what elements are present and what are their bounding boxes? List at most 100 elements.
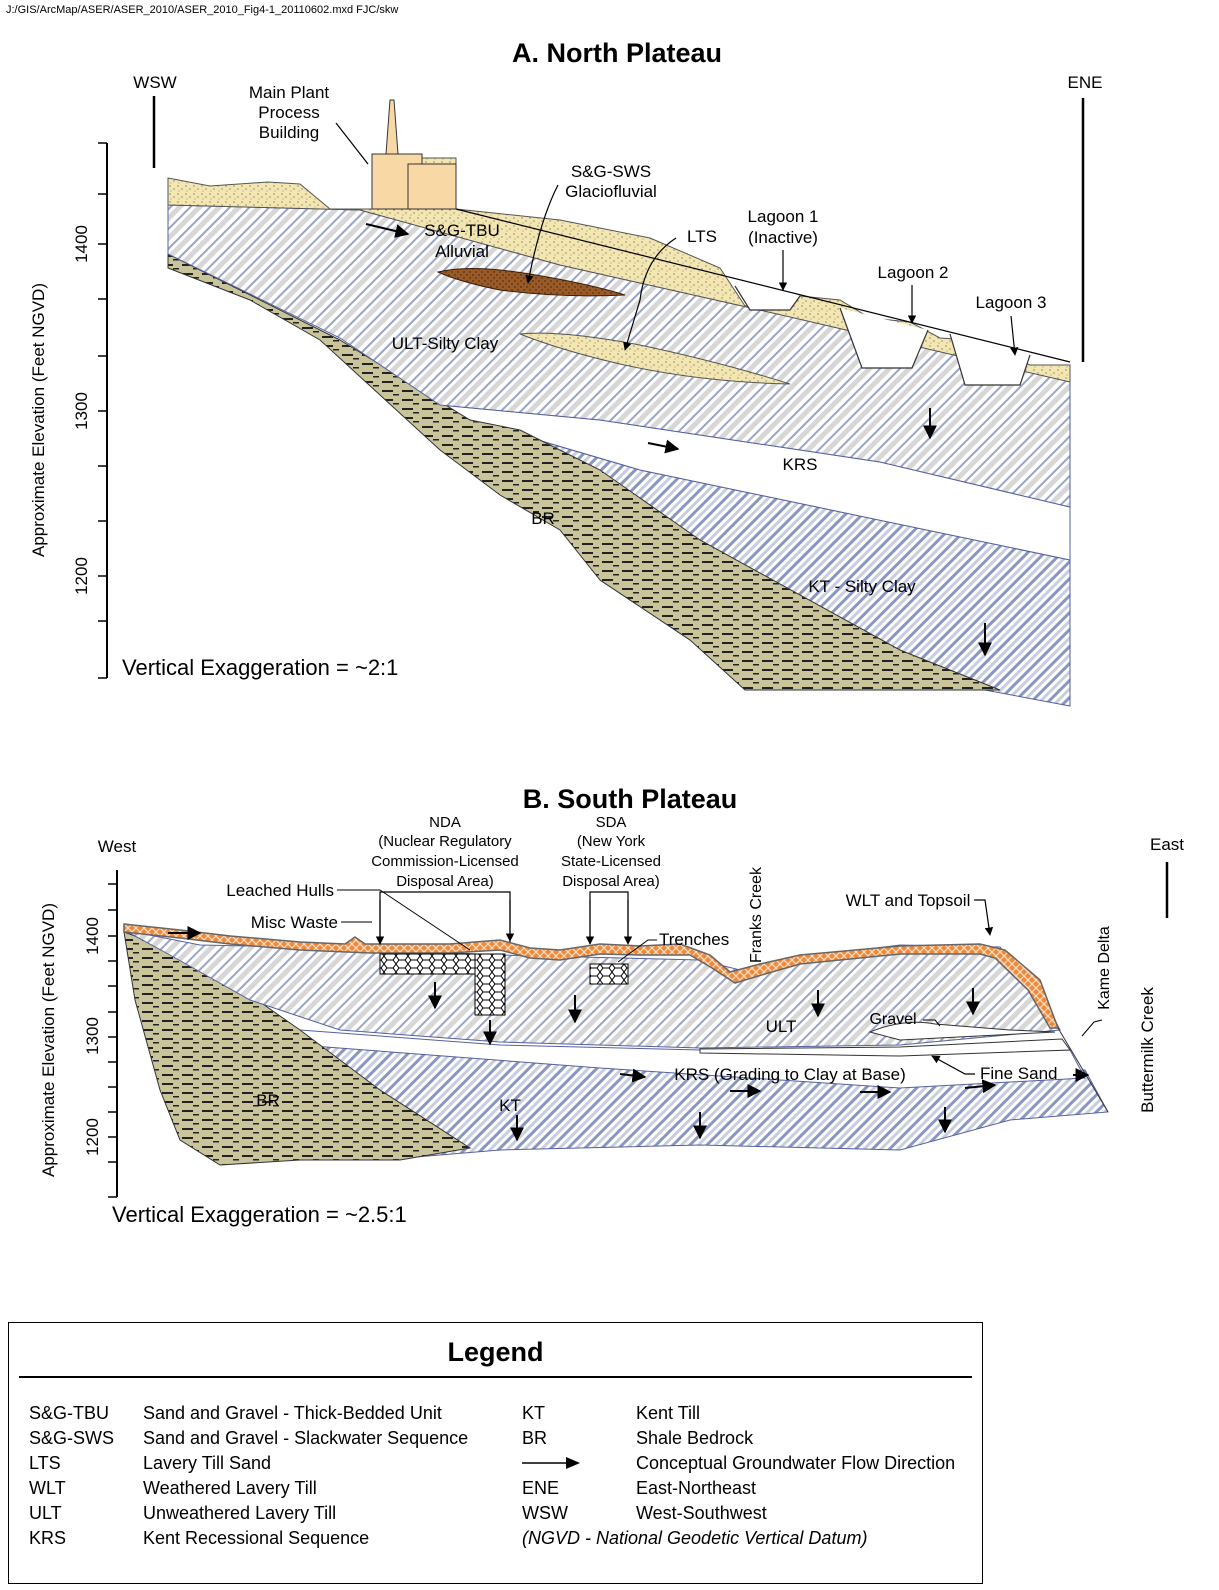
panel-b-y-axis-label: Approximate Elevation (Feet NGVD) [39, 903, 58, 1177]
lts-lens [519, 332, 791, 385]
wsw-label: WSW [133, 73, 176, 92]
nda-label-3: Commission-Licensed [371, 853, 519, 870]
west-label: West [98, 837, 137, 856]
ult-label-b: ULT [766, 1017, 797, 1036]
lagoon-1-basin [734, 285, 801, 311]
flow-arrow [619, 1068, 647, 1083]
legend-abbr: S&G-SWS [29, 1428, 115, 1448]
nda-label-2: (Nuclear Regulatory [378, 833, 512, 850]
legend-abbr: KT [522, 1403, 546, 1423]
legend-abbr: WSW [522, 1503, 568, 1523]
flow-arrow [647, 439, 680, 454]
panel-a-y-axis-label: Approximate Elevation (Feet NGVD) [29, 283, 48, 557]
wlt-topsoil-leader [974, 899, 994, 936]
buttermilk-creek-label: Buttermilk Creek [1138, 987, 1157, 1113]
legend-desc: Lavery Till Sand [143, 1453, 272, 1473]
sda-bracket [589, 891, 629, 942]
legend-desc: Shale Bedrock [636, 1428, 754, 1448]
panel-b-tick-1200: 1200 [83, 1118, 102, 1156]
flow-arrow [365, 223, 410, 238]
nda-label-1: NDA [429, 814, 461, 831]
panel-a-y-axis [98, 142, 108, 679]
franks-creek-label: Franks Creek [748, 866, 765, 963]
lts-label: LTS [687, 227, 717, 246]
legend-desc: Conceptual Groundwater Flow Direction [636, 1453, 956, 1473]
panel-b-y-axis [108, 870, 118, 1198]
ground-surface-a [455, 208, 1071, 363]
legend-title: Legend [447, 1337, 544, 1367]
legend-desc: East-Northeast [636, 1478, 757, 1498]
sda-label-1: SDA [596, 814, 627, 831]
flow-arrow [964, 1079, 997, 1094]
legend-abbr: BR [522, 1428, 548, 1448]
east-label: East [1150, 835, 1184, 854]
legend-divider [19, 1376, 972, 1378]
kame-delta-slope [1057, 1027, 1109, 1113]
lagoon-3-label: Lagoon 3 [976, 293, 1047, 312]
krs-label-b: KRS (Grading to Clay at Base) [674, 1065, 905, 1084]
gravel-label: Gravel [869, 1011, 916, 1028]
krs-label-a: KRS [783, 455, 818, 474]
main-plant-label-1: Main Plant [249, 83, 330, 102]
gravel-lens [868, 1021, 1056, 1041]
ult-label-a: ULT-Silty Clay [392, 334, 499, 353]
br-label-a: BR [531, 509, 555, 528]
main-plant-label-2: Process [258, 103, 319, 122]
lagoon-2-label: Lagoon 2 [878, 263, 949, 282]
file-path-header: J:/GIS/ArcMap/ASER/ASER_2010/ASER_2010_F… [6, 4, 399, 16]
sg-tbu-label-2: Alluvial [435, 242, 489, 261]
main-plant-leader [335, 122, 369, 165]
legend-note: (NGVD - National Geodetic Vertical Datum… [522, 1528, 868, 1548]
panel-b-title: B. South Plateau [523, 784, 738, 814]
nda-label-4: Disposal Area) [396, 873, 494, 890]
trenches-label: Trenches [659, 930, 729, 949]
leached-hulls-trench [474, 953, 506, 1016]
kame-delta-label: Kame Delta [1096, 926, 1113, 1010]
legend-desc: West-Southwest [636, 1503, 767, 1523]
br-label-b: BR [256, 1091, 280, 1110]
legend-abbr: KRS [29, 1528, 67, 1548]
legend-box: Legend S&G-TBU Sand and Gravel - Thick-B… [8, 1322, 983, 1584]
lagoon-2-basin [839, 307, 929, 369]
leached-hulls-leader [337, 889, 471, 951]
sg-sws-leader [525, 184, 559, 284]
panel-a-tick-1300: 1300 [72, 392, 91, 430]
sda-label-4: Disposal Area) [562, 873, 660, 890]
kame-delta-leader [1081, 1019, 1103, 1037]
legend-desc: Unweathered Lavery Till [143, 1503, 337, 1523]
lagoon-3-basin [949, 333, 1031, 386]
legend-desc: Kent Till [636, 1403, 701, 1423]
legend-abbr: ULT [29, 1503, 62, 1523]
sg-sws-label-1: S&G-SWS [571, 162, 651, 181]
panel-b-tick-1400: 1400 [83, 917, 102, 955]
lagoon-1-label-2: (Inactive) [748, 228, 818, 247]
fine-sand-lens [699, 1038, 1071, 1057]
fine-sand-leader [931, 1055, 975, 1075]
shale-bedrock-layer-b [123, 931, 472, 1166]
trenches-leader [617, 939, 657, 963]
wlt-topsoil-label: WLT and Topsoil [846, 891, 971, 910]
misc-waste-label: Misc Waste [251, 913, 338, 932]
panel-a-title: A. North Plateau [512, 38, 722, 68]
shale-bedrock-layer-a [167, 253, 1001, 691]
panel-a-tick-1200: 1200 [72, 557, 91, 595]
lagoon-1-label-1: Lagoon 1 [748, 207, 819, 226]
ene-label: ENE [1068, 73, 1103, 92]
panel-a-tick-1400: 1400 [72, 225, 91, 263]
sg-sws-label-2: Glaciofluvial [565, 182, 657, 201]
krs-layer-b [299, 1029, 1086, 1089]
sda-label-2: (New York [577, 833, 646, 850]
gravel-leader [923, 1019, 941, 1027]
fine-sand-label: Fine Sand [980, 1064, 1058, 1083]
legend-abbr: WLT [29, 1478, 66, 1498]
legend-abbr: ENE [522, 1478, 560, 1498]
main-plant-label-3: Building [259, 123, 320, 142]
sda-trench [589, 963, 629, 985]
legend-abbr: S&G-TBU [29, 1403, 110, 1423]
leached-hulls-label: Leached Hulls [226, 881, 334, 900]
nda-bracket [379, 891, 511, 942]
kt-label-b: KT [499, 1096, 521, 1115]
kt-label-a: KT - Silty Clay [808, 577, 916, 596]
lts-leader [623, 237, 677, 351]
